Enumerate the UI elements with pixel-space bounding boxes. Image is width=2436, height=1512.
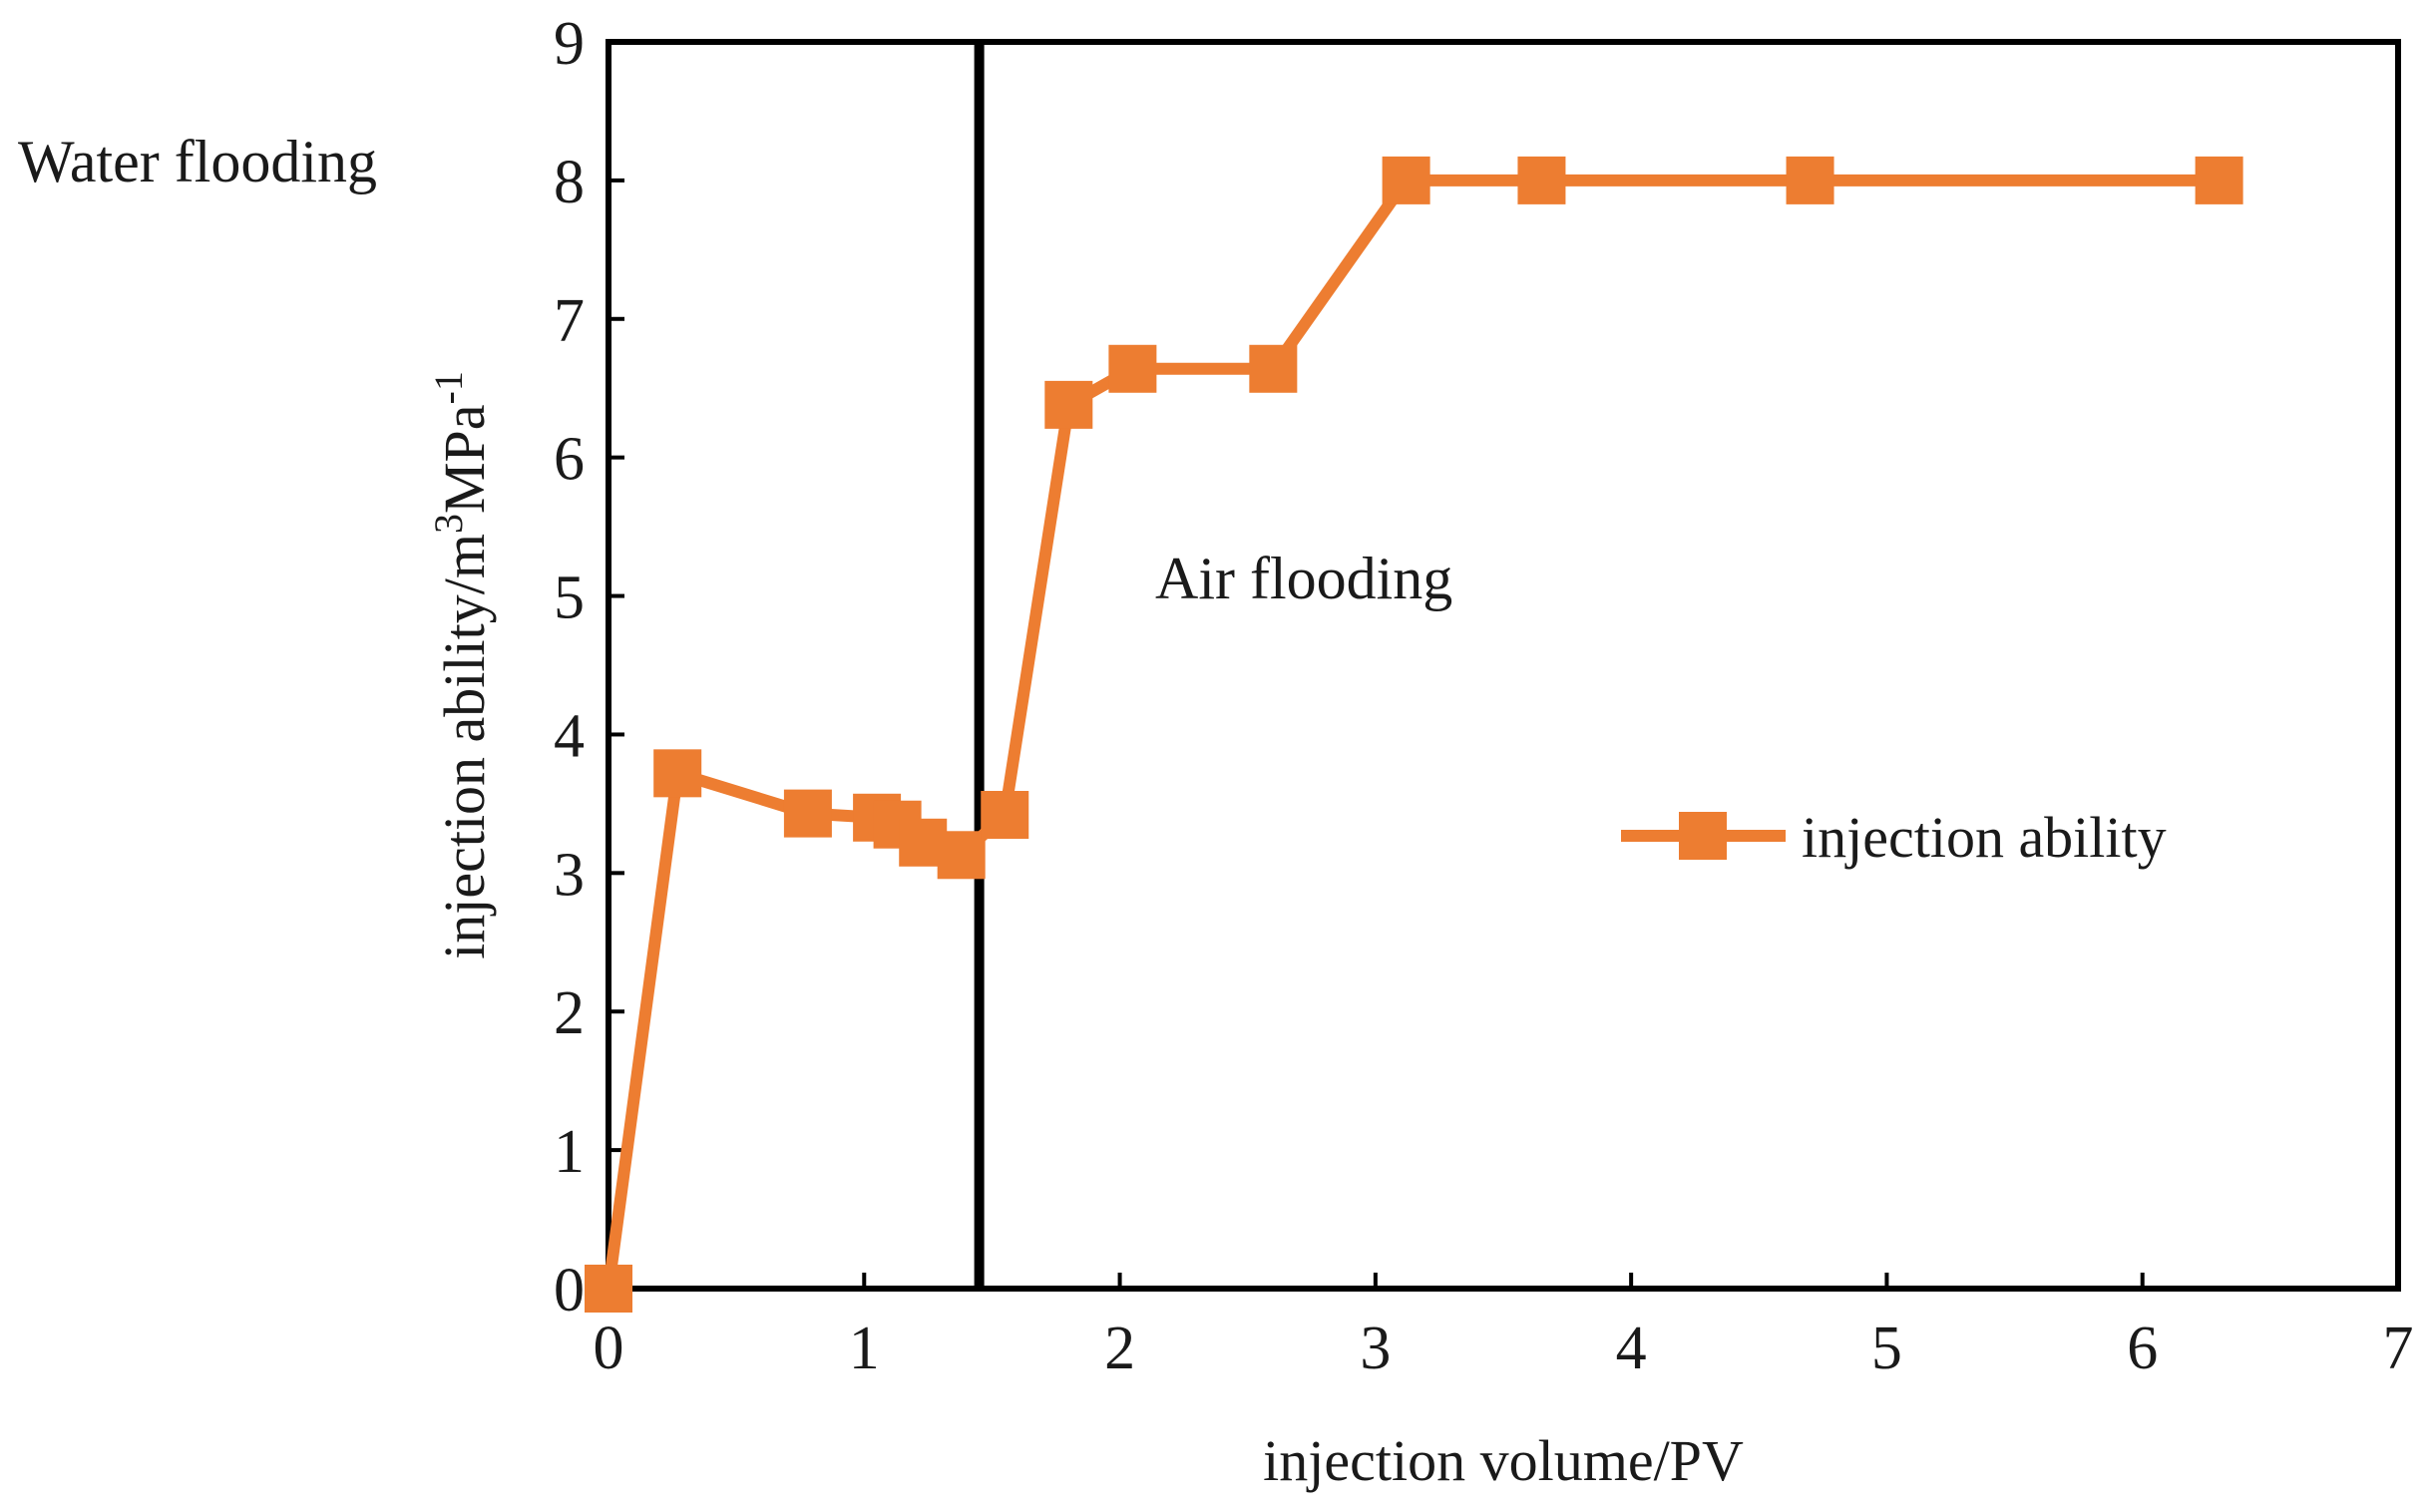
data-point [1517,156,1566,204]
data-point [1044,380,1093,429]
water-flooding-annotation: Water flooding [18,129,377,194]
series-layer [585,156,2243,1313]
axis-ticks: 0 1 2 3 4 5 6 7 0 1 2 3 4 5 6 7 8 9 [554,10,2414,1382]
y-tick-label: 7 [554,287,585,355]
x-tick-label: 2 [1104,1315,1135,1382]
legend: injection ability [1621,805,2167,870]
y-tick-label: 3 [554,841,585,909]
x-tick-label: 5 [1871,1315,1902,1382]
air-flooding-annotation: Air flooding [1155,546,1452,611]
data-point [653,749,702,798]
data-point [981,791,1029,839]
series-line [603,174,2220,1290]
legend-label: injection ability [1802,805,2167,870]
data-point [1249,344,1298,393]
x-tick-label: 1 [849,1315,880,1382]
x-tick-label: 6 [2127,1315,2158,1382]
y-axis-title: injection ability/m3MPa-1 [426,371,497,959]
data-point [1382,156,1430,204]
data-point [585,1265,632,1313]
x-tick-label: 3 [1360,1315,1391,1382]
y-tick-label: 6 [554,426,585,494]
data-point [1786,156,1834,204]
y-tick-label: 0 [554,1257,585,1324]
y-tick-label: 4 [554,702,585,770]
y-tick-label: 2 [554,979,585,1047]
y-tick-label: 9 [554,10,585,78]
data-point [1108,344,1157,393]
y-tick-label: 8 [554,149,585,216]
y-axis-title-sup-minus1: -1 [426,371,471,404]
plot-frame [606,39,2401,1292]
data-point [2195,156,2243,204]
data-point [937,831,986,880]
x-tick-label: 4 [1616,1315,1647,1382]
data-point [783,789,832,838]
legend-marker [1679,812,1727,860]
y-axis-title-sup-3: 3 [426,514,471,534]
y-axis-title-base: injection ability/m [432,534,497,959]
x-tick-label: 0 [594,1315,624,1382]
y-axis-title-mid: MPa [432,404,497,514]
x-axis-title: injection volume/PV [1263,1428,1744,1493]
y-tick-label: 1 [554,1118,585,1186]
x-tick-label: 7 [2383,1315,2414,1382]
y-tick-label: 5 [554,565,585,632]
